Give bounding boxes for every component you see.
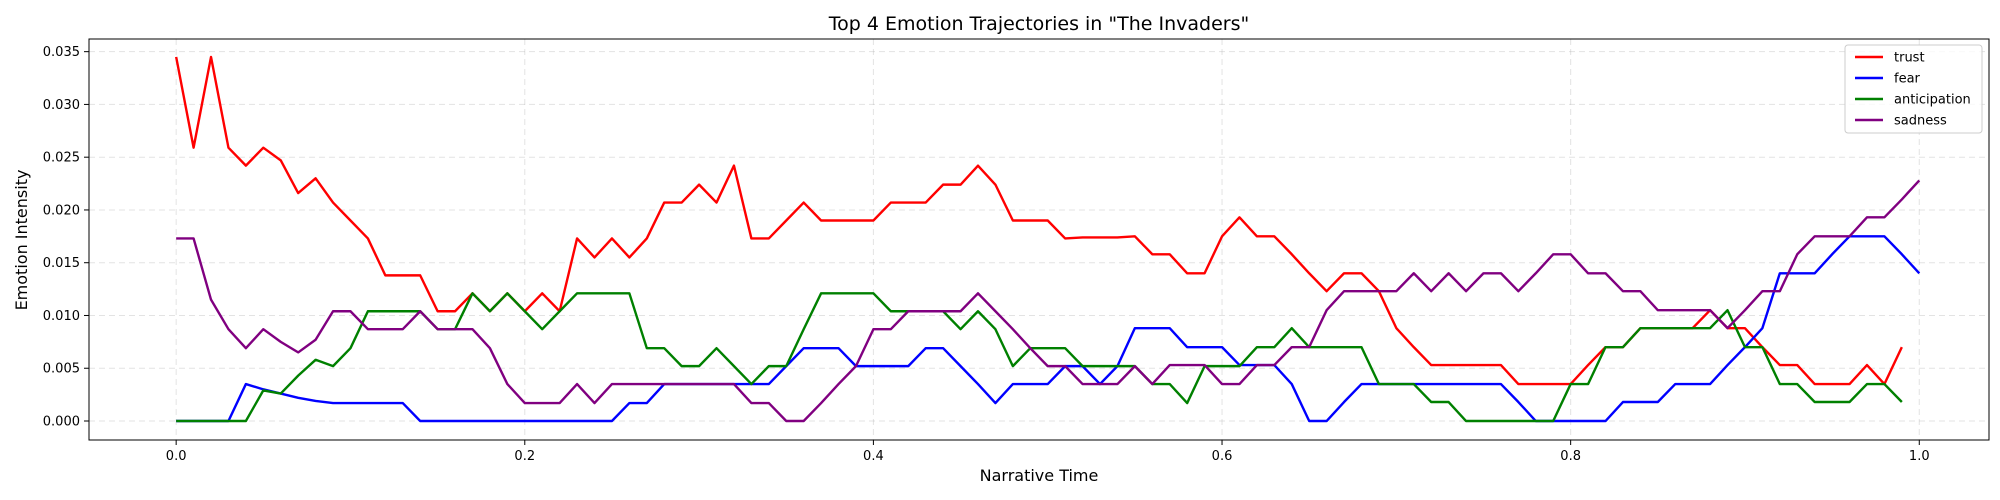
- x-tick-label: 0.4: [863, 449, 884, 464]
- grid-lines: [89, 39, 1989, 440]
- y-tick-label: 0.025: [43, 151, 80, 166]
- y-tick-label: 0.020: [43, 203, 80, 218]
- x-axis-label: Narrative Time: [980, 466, 1099, 485]
- x-tick-label: 0.8: [1560, 449, 1581, 464]
- x-tick-label: 0.6: [1212, 449, 1233, 464]
- legend: trust fear anticipation sadness: [1844, 44, 1983, 134]
- x-tick-label: 0.2: [514, 449, 535, 464]
- legend-frame: [1844, 44, 1983, 134]
- y-tick-label: 0.035: [43, 45, 80, 60]
- legend-label-anticipation: anticipation: [1894, 93, 1971, 108]
- y-tick-label: 0.005: [43, 362, 80, 377]
- series-line-sadness: [176, 179, 1921, 423]
- x-tick-label: 1.0: [1909, 449, 1930, 464]
- series-line-anticipation: [176, 292, 1903, 423]
- axis-ticks: 0.0 0.2 0.4 0.6 0.8 1.0 0.000 0.005 0.010 0.015 0.…: [43, 45, 1930, 464]
- legend-label-fear: fear: [1894, 72, 1921, 87]
- legend-label-sadness: sadness: [1894, 114, 1947, 129]
- series-lines: [174, 55, 1921, 423]
- y-tick-label: 0.015: [43, 256, 80, 271]
- series-line-fear: [176, 235, 1921, 423]
- plot-area-frame: [88, 38, 1990, 441]
- y-tick-label: 0.010: [43, 309, 80, 324]
- y-axis-label: Emotion Intensity: [12, 170, 31, 311]
- y-tick-label: 0.000: [43, 415, 80, 430]
- x-tick-label: 0.0: [166, 449, 187, 464]
- chart-title: Top 4 Emotion Trajectories in "The Invad…: [828, 13, 1250, 35]
- legend-label-trust: trust: [1894, 51, 1925, 66]
- y-tick-label: 0.030: [43, 98, 80, 113]
